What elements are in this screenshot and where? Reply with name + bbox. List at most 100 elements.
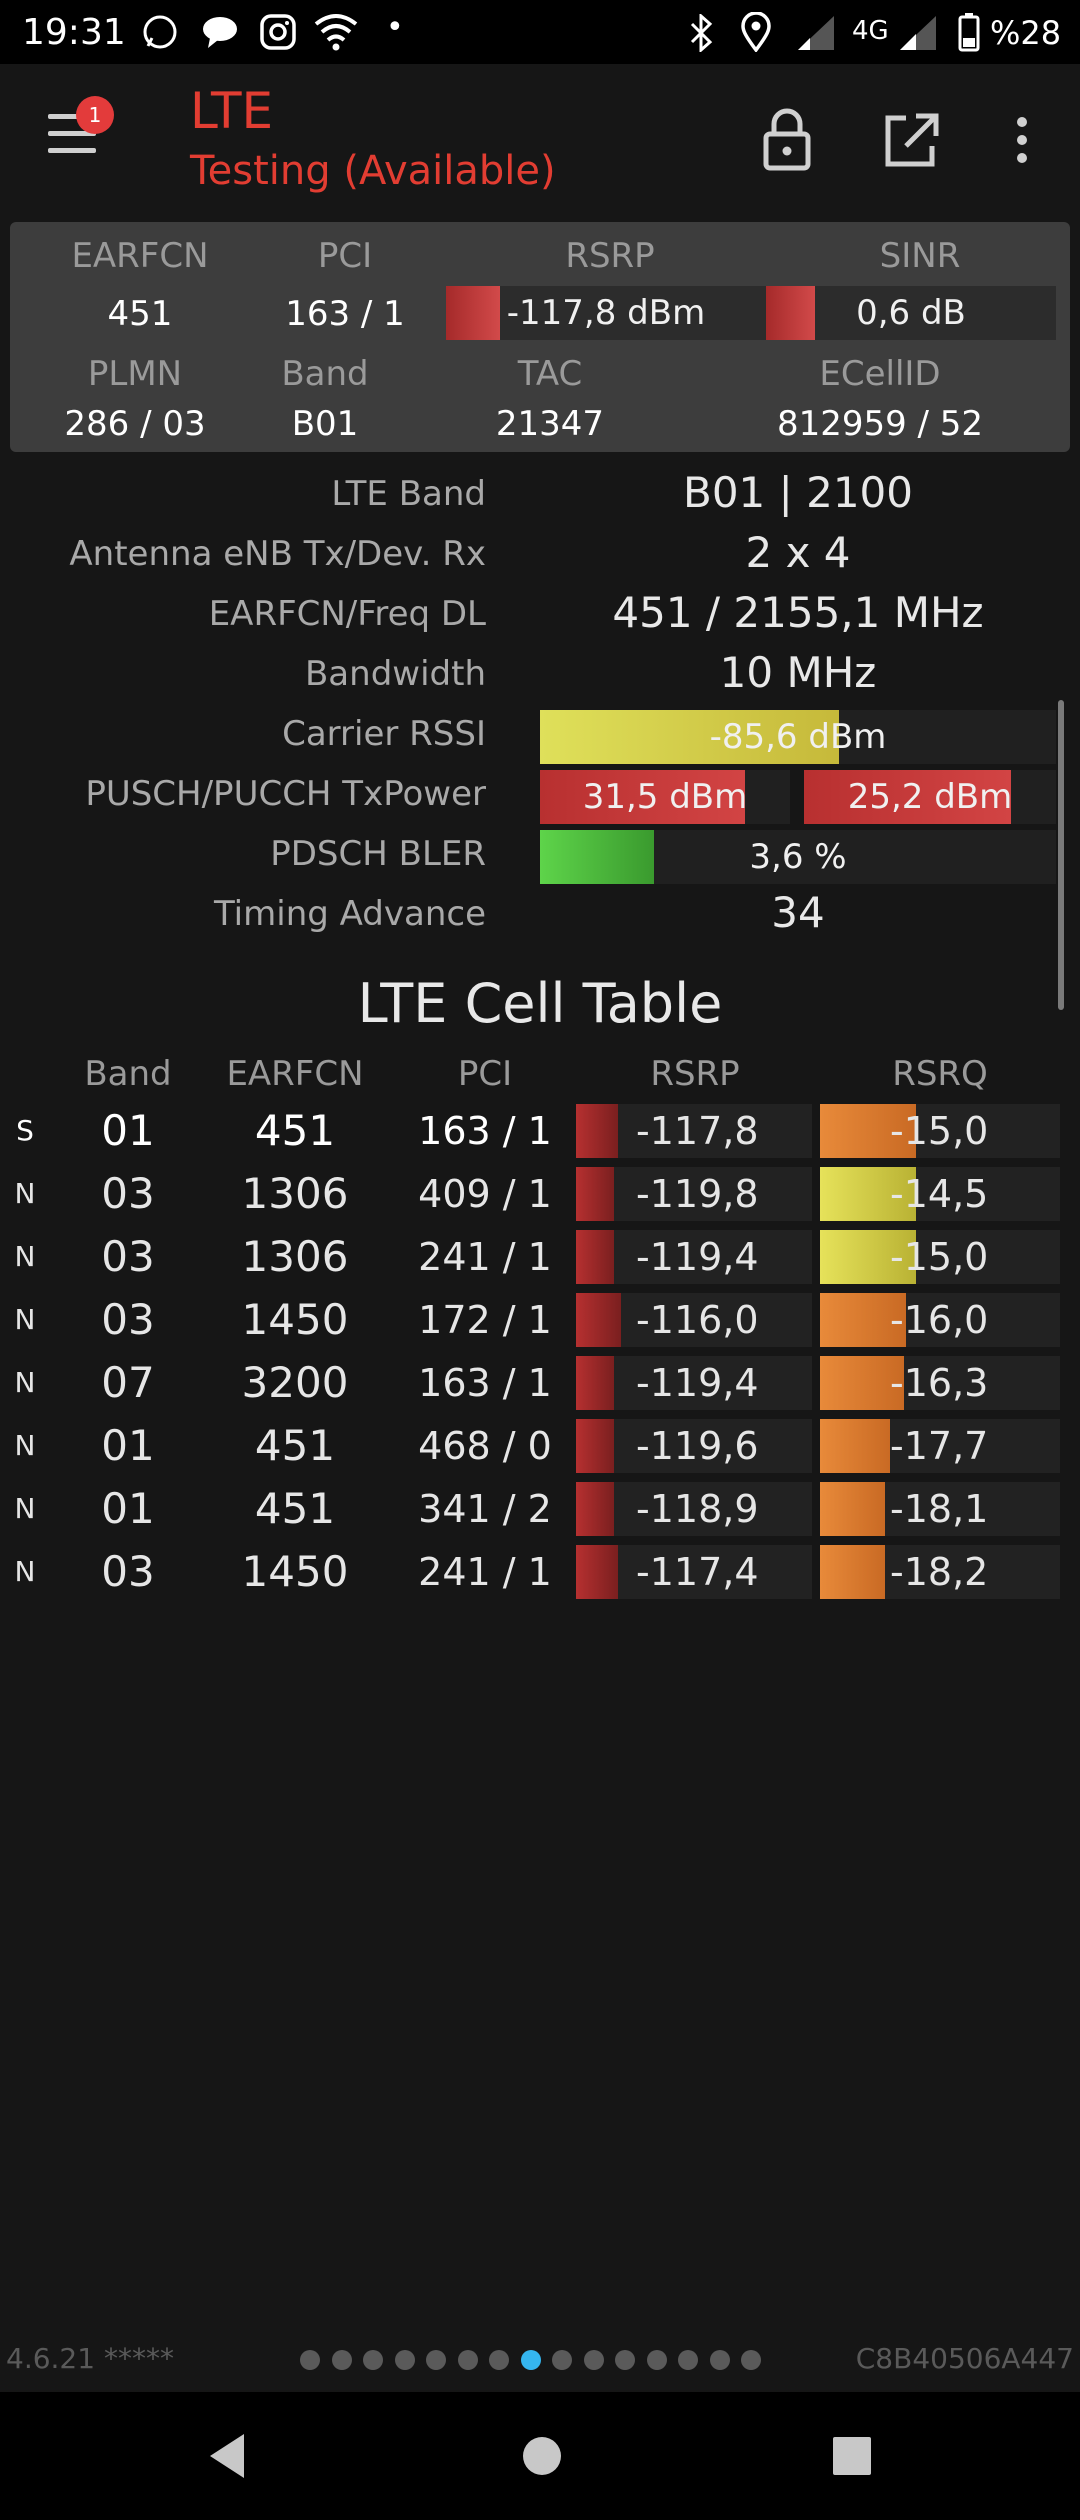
- cell-rsrp-meter: -119,6: [576, 1419, 812, 1473]
- menu-button[interactable]: [44, 114, 100, 158]
- cell-type: N: [14, 1240, 36, 1273]
- sinr-meter: 0,6 dB: [766, 286, 1056, 340]
- page-dot[interactable]: [615, 2350, 635, 2370]
- page-dot[interactable]: [520, 2350, 541, 2370]
- cell-rsrp: -119,6: [636, 1424, 759, 1468]
- scroll-indicator[interactable]: [1058, 700, 1064, 1010]
- home-icon[interactable]: [512, 2426, 572, 2486]
- cell-rsrp: -117,4: [636, 1550, 759, 1594]
- cell-band: 03: [101, 1169, 155, 1218]
- cell-rsrp-fill: [576, 1545, 619, 1599]
- cell-earfcn: 1450: [241, 1547, 349, 1596]
- page-dot[interactable]: [583, 2350, 604, 2370]
- more-options-icon[interactable]: [1000, 104, 1044, 174]
- band-header: Band: [281, 354, 369, 394]
- cell-rsrq-meter: -15,0: [820, 1230, 1060, 1284]
- page-dot[interactable]: [394, 2350, 415, 2370]
- chat-icon: [203, 17, 237, 48]
- earfcn-value: 451: [107, 294, 173, 334]
- cell-table-title: LTE Cell Table: [357, 972, 723, 1035]
- recents-icon[interactable]: [822, 2426, 882, 2486]
- cell-rsrq-meter: -18,2: [820, 1545, 1060, 1599]
- whatsapp-icon: [143, 15, 177, 49]
- pci-header: PCI: [317, 236, 373, 276]
- page-dot[interactable]: [678, 2350, 698, 2370]
- page-dot[interactable]: [363, 2350, 383, 2370]
- cell-rsrq-fill: [820, 1167, 916, 1221]
- lock-icon[interactable]: [752, 104, 822, 174]
- cell-rsrq: -17,7: [890, 1424, 989, 1468]
- rsrp-header: RSRP: [565, 236, 655, 276]
- bler-fill: [540, 830, 654, 884]
- antenna-value: 2 x 4: [745, 528, 851, 577]
- cell-rsrq-meter: -17,7: [820, 1419, 1060, 1473]
- pusch-txpower-meter: 31,5 dBm: [540, 770, 790, 824]
- cell-rsrq-meter: -14,5: [820, 1167, 1060, 1221]
- cell-rsrp: -119,4: [636, 1235, 759, 1279]
- bler-meter: 3,6 %: [540, 830, 1056, 884]
- network-type: 4G: [852, 16, 889, 46]
- cell-pci: 468 / 0: [418, 1424, 552, 1468]
- cell-rsrp-meter: -119,8: [576, 1167, 812, 1221]
- cell-rsrq-meter: -16,3: [820, 1356, 1060, 1410]
- page-title: LTE: [190, 82, 274, 140]
- cell-rsrq: -16,3: [890, 1361, 989, 1405]
- ecellid-header: ECellID: [819, 354, 941, 394]
- page-dot[interactable]: [709, 2350, 730, 2370]
- battery-percent: %28: [990, 14, 1062, 52]
- page-subtitle: Testing (Available): [190, 148, 556, 194]
- page-dot[interactable]: [457, 2350, 478, 2370]
- earfcn-header: EARFCN: [71, 236, 209, 276]
- page-dot[interactable]: [426, 2350, 446, 2370]
- bandwidth-value: 10 MHz: [719, 648, 877, 697]
- open-external-icon[interactable]: [876, 104, 946, 174]
- rsrp-meter: -117,8 dBm: [446, 286, 766, 340]
- back-icon[interactable]: [198, 2426, 258, 2486]
- page-dot[interactable]: [741, 2350, 761, 2370]
- table-row: N 03 1306 241 / 1 -119,4 -15,0: [0, 1226, 1080, 1288]
- wifi-icon: [314, 14, 358, 51]
- signal-icon: [798, 16, 834, 50]
- cell-type: N: [14, 1492, 36, 1525]
- column-header: PCI: [457, 1054, 513, 1094]
- cell-rsrq: -15,0: [890, 1109, 989, 1153]
- page-dot[interactable]: [331, 2350, 352, 2370]
- cell-rsrq-meter: -16,0: [820, 1293, 1060, 1347]
- cell-rsrp: -118,9: [636, 1487, 759, 1531]
- cell-earfcn: 451: [254, 1484, 336, 1533]
- cell-type: N: [14, 1429, 36, 1462]
- cell-type: N: [14, 1366, 36, 1399]
- cell-pci: 341 / 2: [418, 1487, 552, 1531]
- cell-rsrp-meter: -116,0: [576, 1293, 812, 1347]
- cell-rsrq-fill: [820, 1419, 890, 1473]
- pucch-txpower-fill: [804, 770, 1011, 824]
- page-dot[interactable]: [300, 2350, 320, 2370]
- cell-rsrq: -15,0: [890, 1235, 989, 1279]
- earfcn-freq-value: 451 / 2155,1 MHz: [612, 588, 984, 637]
- pusch-txpower-value: 31,5 dBm: [582, 777, 748, 817]
- cell-rsrq-fill: [820, 1293, 907, 1347]
- timing-advance-value: 34: [771, 888, 825, 937]
- page-dot[interactable]: [489, 2350, 509, 2370]
- page-indicator[interactable]: [300, 2350, 770, 2372]
- cell-rsrq-fill: [820, 1356, 904, 1410]
- cell-earfcn: 451: [254, 1106, 336, 1155]
- cell-rsrq: -14,5: [890, 1172, 989, 1216]
- cell-rsrq-fill: [820, 1545, 885, 1599]
- cell-rsrp: -119,4: [636, 1361, 759, 1405]
- lte-band-value: B01 | 2100: [683, 468, 913, 517]
- status-time: 19:31: [22, 12, 126, 53]
- cell-rsrq: -16,0: [890, 1298, 989, 1342]
- column-header: EARFCN: [226, 1054, 364, 1094]
- tac-header: TAC: [517, 354, 583, 394]
- cell-rsrp: -116,0: [636, 1298, 759, 1342]
- page-dot[interactable]: [646, 2350, 667, 2370]
- plmn-header: PLMN: [87, 354, 183, 394]
- location-icon: [741, 12, 771, 52]
- pci-value: 163 / 1: [285, 294, 405, 334]
- column-header: RSRP: [650, 1054, 740, 1094]
- page-dot[interactable]: [552, 2350, 572, 2370]
- cell-rsrp-fill: [576, 1293, 621, 1347]
- cell-earfcn: 451: [254, 1421, 336, 1470]
- bluetooth-icon: [690, 14, 713, 52]
